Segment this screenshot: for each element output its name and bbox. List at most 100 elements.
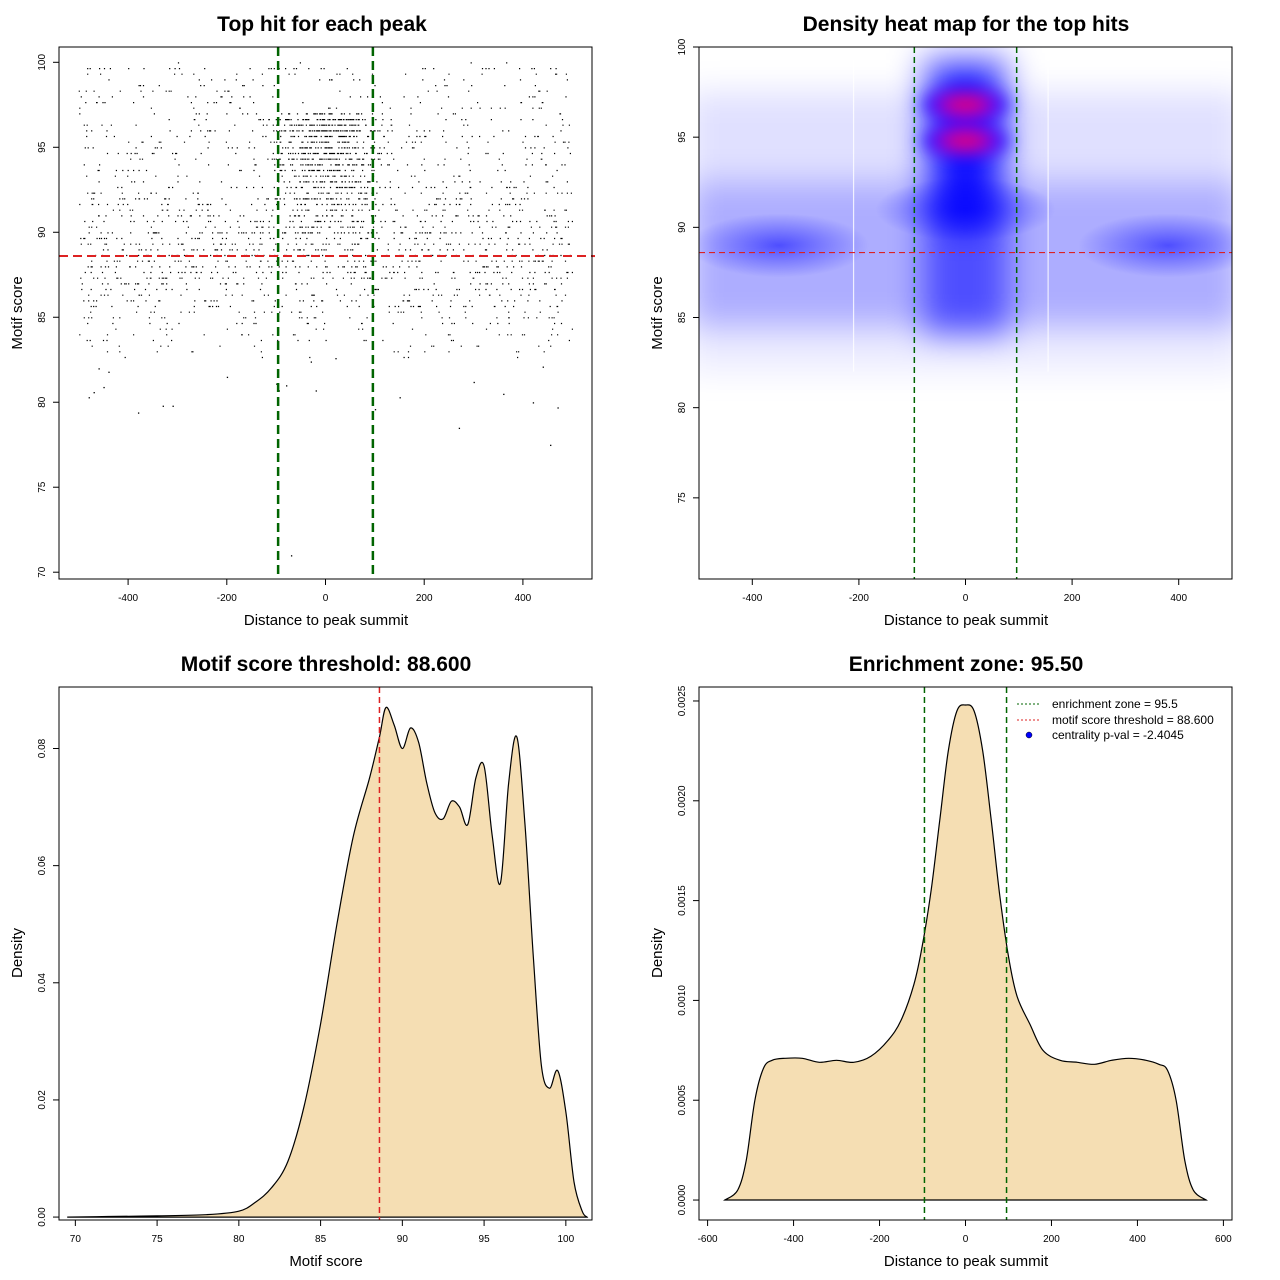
score-density-x-tick-label: 75 — [152, 1234, 164, 1245]
scatter-point — [286, 385, 288, 387]
scatter-axes: -400 -200 0 200 400 70 75 80 85 90 95 100 — [37, 54, 532, 604]
score-density-y-tick-label: 0.00 — [37, 1207, 48, 1227]
scatter-y-tick-label: 75 — [37, 481, 48, 493]
scatter-point — [374, 409, 377, 411]
scatter-x-tick-label: 0 — [323, 593, 329, 604]
scatter-point — [276, 383, 278, 385]
scatter-point — [335, 358, 337, 360]
legend-enrichment-zone-label: enrichment zone = 95.5 — [1052, 697, 1178, 711]
scatter-points-layer — [78, 62, 573, 557]
scatter-point — [103, 386, 105, 389]
score-density-area — [67, 706, 589, 1218]
heatmap-hotspot — [875, 177, 1056, 242]
scatter-point — [88, 397, 90, 399]
legend-pval-point — [1025, 731, 1033, 739]
scatter-x-tick-label: 200 — [416, 593, 433, 604]
scatter-x-axis-label: Distance to peak summit — [244, 612, 409, 629]
score-density-x-tick-label: 80 — [233, 1234, 245, 1245]
distance-density-panel: Enrichment zone: 95.50 -600 -400 -200 0 200 4… — [649, 653, 1233, 1270]
distance-density-x-tick-label: 600 — [1215, 1234, 1232, 1245]
heatmap-y-tick-label: 85 — [677, 312, 688, 324]
heatmap-y-tick-label: 100 — [677, 38, 688, 55]
scatter-point — [458, 427, 461, 430]
score-density-title: Motif score threshold: 88.600 — [181, 653, 472, 676]
scatter-point — [137, 412, 140, 414]
distance-density-x-tick-label: 0 — [963, 1234, 969, 1245]
distance-density-y-tick-label: 0.0000 — [677, 1184, 688, 1215]
scatter-point — [98, 368, 100, 370]
score-density-x-tick-label: 85 — [315, 1234, 327, 1245]
score-density-y-tick-label: 0.06 — [37, 855, 48, 875]
score-density-x-tick-label: 100 — [557, 1234, 574, 1245]
distance-density-y-tick-label: 0.0020 — [677, 785, 688, 816]
score-density-y-tick-label: 0.04 — [37, 973, 48, 993]
scatter-y-tick-label: 90 — [37, 226, 48, 238]
distance-density-y-tick-label: 0.0015 — [677, 885, 688, 916]
distance-density-y-tick-label: 0.0010 — [677, 985, 688, 1016]
scatter-point — [550, 444, 552, 447]
scatter-y-tick-label: 95 — [37, 141, 48, 153]
scatter-point — [399, 397, 401, 399]
scatter-y-axis-label: Motif score — [9, 276, 26, 349]
distance-density-x-tick-label: -600 — [698, 1234, 718, 1245]
scatter-point — [557, 407, 559, 409]
distance-density-x-tick-label: 200 — [1043, 1234, 1060, 1245]
scatter-point — [290, 555, 293, 557]
scatter-x-tick-label: 400 — [515, 593, 532, 604]
distance-density-y-tick-label: 0.0005 — [677, 1084, 688, 1115]
distance-density-y-tick-label: 0.0025 — [677, 685, 688, 716]
scatter-points-bulk — [78, 62, 573, 359]
scatter-reference-lines — [59, 47, 595, 579]
legend-threshold-label: motif score threshold = 88.600 — [1052, 713, 1214, 727]
score-density-y-tick-label: 0.02 — [37, 1090, 48, 1110]
scatter-panel: Top hit for each peak -400 -200 0 200 400 70 7… — [9, 13, 595, 629]
heatmap-y-tick-label: 80 — [677, 402, 688, 414]
heatmap-title: Density heat map for the top hits — [803, 13, 1130, 36]
heatmap-y-axis-label: Motif score — [649, 276, 666, 349]
scatter-point — [473, 381, 475, 384]
scatter-x-tick-label: -400 — [118, 593, 138, 604]
heatmap-hotspot — [699, 213, 869, 278]
score-density-x-tick-label: 90 — [397, 1234, 409, 1245]
scatter-title: Top hit for each peak — [217, 13, 427, 36]
score-density-y-tick-label: 0.08 — [37, 738, 48, 758]
scatter-point — [226, 376, 229, 379]
score-density-axes: 70 75 80 85 90 95 100 0.00 0.02 0.04 0.06 0.08 — [37, 738, 575, 1245]
scatter-y-tick-label: 85 — [37, 311, 48, 323]
score-density-panel: Motif score threshold: 88.600 70 75 80 85 90… — [9, 653, 593, 1270]
scatter-plot-frame — [58, 46, 593, 580]
distance-density-title: Enrichment zone: 95.50 — [849, 653, 1084, 676]
score-density-y-axis-label: Density — [9, 927, 26, 978]
heatmap-y-tick-label: 95 — [677, 131, 688, 143]
heatmap-x-tick-label: -400 — [742, 593, 762, 604]
scatter-point — [310, 361, 312, 363]
heatmap-density-layer — [699, 47, 1232, 372]
distance-density-axes: -600 -400 -200 0 200 400 600 0.0000 0.0005 0.0010… — [677, 685, 1232, 1245]
distance-density-legend: enrichment zone = 95.5 motif score thres… — [1017, 697, 1214, 742]
distance-density-x-axis-label: Distance to peak summit — [884, 1253, 1049, 1270]
heatmap-y-tick-label: 75 — [677, 492, 688, 504]
heatmap-x-tick-label: 400 — [1170, 593, 1187, 604]
score-density-x-tick-label: 70 — [70, 1234, 82, 1245]
heatmap-y-tick-label: 90 — [677, 221, 688, 233]
score-density-x-tick-label: 95 — [479, 1234, 491, 1245]
scatter-x-tick-label: -200 — [217, 593, 237, 604]
scatter-point — [93, 392, 95, 394]
scatter-point — [503, 393, 505, 396]
distance-density-x-tick-label: -400 — [784, 1234, 804, 1245]
heatmap-panel: Density heat map for the top hits -400 -2… — [649, 13, 1233, 629]
scatter-point — [172, 405, 174, 407]
scatter-point — [108, 371, 110, 373]
heatmap-x-axis-label: Distance to peak summit — [884, 612, 1049, 629]
score-density-plot-frame — [58, 686, 593, 1221]
distance-density-y-axis-label: Density — [649, 927, 666, 978]
scatter-point — [532, 402, 535, 404]
score-density-x-axis-label: Motif score — [289, 1253, 362, 1270]
scatter-y-tick-label: 80 — [37, 396, 48, 408]
heatmap-hotspot-core — [947, 98, 984, 111]
scatter-y-tick-label: 70 — [37, 566, 48, 578]
heatmap-reference-lines — [699, 47, 1232, 579]
heatmap-x-tick-label: -200 — [849, 593, 869, 604]
heatmap-x-tick-label: 0 — [963, 593, 969, 604]
